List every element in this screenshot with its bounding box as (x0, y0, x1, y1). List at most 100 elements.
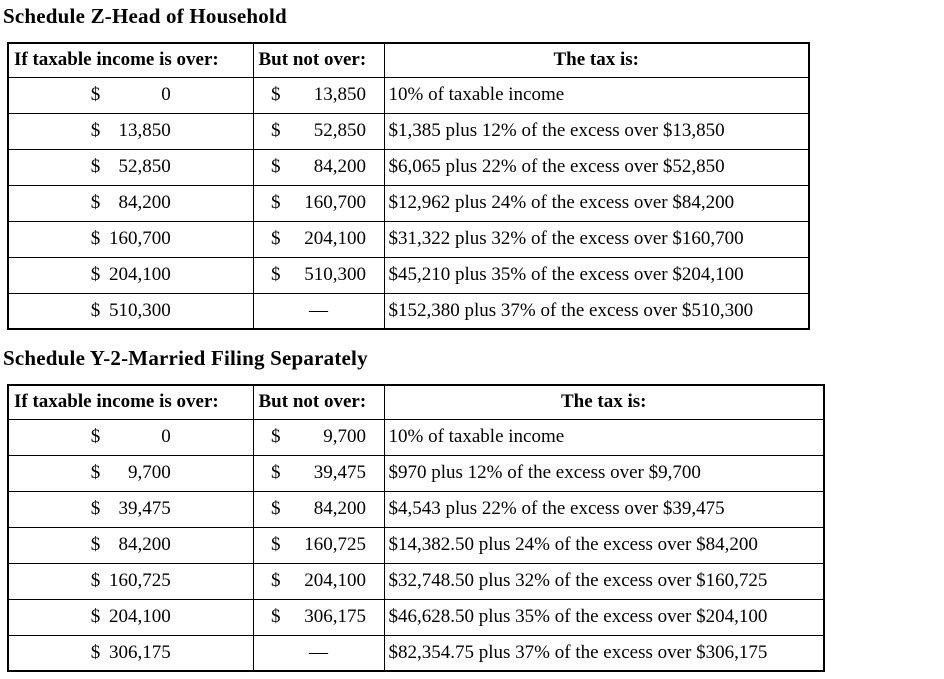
cell-not-over: $204,100 (252, 220, 385, 258)
currency-symbol: $ (90, 570, 101, 592)
amount: 84,200 (118, 534, 171, 556)
header-but-not-over: But not over: (252, 384, 385, 420)
currency-symbol: $ (90, 228, 101, 250)
cell-over: $306,175 (7, 634, 254, 672)
cell-tax: $31,322 plus 32% of the excess over $160… (383, 220, 810, 258)
currency-symbol: $ (271, 192, 281, 214)
cell-not-over: — (252, 292, 385, 330)
no-upper-limit-dash: — (309, 641, 328, 663)
amount: 306,175 (304, 606, 366, 628)
table-row: $160,700 $204,100 $31,322 plus 32% of th… (7, 220, 810, 258)
amount: 9,700 (128, 462, 171, 484)
header-if-taxable-income-over: If taxable income is over: (7, 42, 254, 78)
cell-not-over: $13,850 (252, 76, 385, 114)
currency-symbol: $ (271, 120, 281, 142)
cell-not-over: $84,200 (252, 148, 385, 186)
amount: 306,175 (109, 642, 171, 664)
table-row: $204,100 $510,300 $45,210 plus 35% of th… (7, 256, 810, 294)
amount: 84,200 (313, 156, 366, 178)
currency-symbol: $ (271, 570, 281, 592)
currency-symbol: $ (90, 606, 101, 628)
amount: 204,100 (109, 606, 171, 628)
cell-not-over: $306,175 (252, 598, 385, 636)
no-upper-limit-dash: — (309, 299, 328, 321)
table-header-row: If taxable income is over: But not over:… (7, 384, 825, 420)
currency-symbol: $ (90, 192, 101, 214)
currency-symbol: $ (271, 606, 281, 628)
header-but-not-over: But not over: (252, 42, 385, 78)
cell-over: $0 (7, 76, 254, 114)
cell-tax: 10% of taxable income (383, 76, 810, 114)
cell-tax: $970 plus 12% of the excess over $9,700 (383, 454, 825, 492)
cell-tax: $12,962 plus 24% of the excess over $84,… (383, 184, 810, 222)
cell-not-over: $39,475 (252, 454, 385, 492)
schedule-z-table: If taxable income is over: But not over:… (7, 42, 810, 330)
table-row: $204,100 $306,175 $46,628.50 plus 35% of… (7, 598, 825, 636)
table-row: $9,700 $39,475 $970 plus 12% of the exce… (7, 454, 825, 492)
cell-tax: $82,354.75 plus 37% of the excess over $… (383, 634, 825, 672)
amount: 204,100 (304, 228, 366, 250)
cell-tax: $46,628.50 plus 35% of the excess over $… (383, 598, 825, 636)
cell-not-over: $160,700 (252, 184, 385, 222)
cell-over: $204,100 (7, 598, 254, 636)
table-row: $0 $13,850 10% of taxable income (7, 76, 810, 114)
cell-tax: $152,380 plus 37% of the excess over $51… (383, 292, 810, 330)
amount: 52,850 (118, 156, 171, 178)
amount: 160,725 (109, 570, 171, 592)
table-header-row: If taxable income is over: But not over:… (7, 42, 810, 78)
cell-over: $84,200 (7, 526, 254, 564)
cell-tax: $32,748.50 plus 32% of the excess over $… (383, 562, 825, 600)
currency-symbol: $ (90, 642, 101, 664)
currency-symbol: $ (90, 426, 101, 448)
amount: 510,300 (109, 300, 171, 322)
cell-over: $84,200 (7, 184, 254, 222)
amount: 204,100 (304, 570, 366, 592)
currency-symbol: $ (271, 228, 281, 250)
currency-symbol: $ (90, 534, 101, 556)
cell-not-over: $204,100 (252, 562, 385, 600)
table-row: $510,300 — $152,380 plus 37% of the exce… (7, 292, 810, 330)
table-row: $0 $9,700 10% of taxable income (7, 418, 825, 456)
cell-tax: $1,385 plus 12% of the excess over $13,8… (383, 112, 810, 150)
table-row: $160,725 $204,100 $32,748.50 plus 32% of… (7, 562, 825, 600)
table-row: $84,200 $160,700 $12,962 plus 24% of the… (7, 184, 810, 222)
currency-symbol: $ (271, 462, 281, 484)
cell-over: $39,475 (7, 490, 254, 528)
cell-not-over: — (252, 634, 385, 672)
amount: 160,700 (304, 192, 366, 214)
cell-not-over: $160,725 (252, 526, 385, 564)
table-row: $39,475 $84,200 $4,543 plus 22% of the e… (7, 490, 825, 528)
header-the-tax-is: The tax is: (383, 42, 810, 78)
cell-over: $9,700 (7, 454, 254, 492)
cell-over: $204,100 (7, 256, 254, 294)
amount: 510,300 (304, 264, 366, 286)
schedule-z-title: Schedule Z-Head of Household (3, 4, 287, 28)
amount: 84,200 (118, 192, 171, 214)
amount: 13,850 (118, 120, 171, 142)
table-row: $13,850 $52,850 $1,385 plus 12% of the e… (7, 112, 810, 150)
cell-not-over: $52,850 (252, 112, 385, 150)
header-the-tax-is: The tax is: (383, 384, 825, 420)
currency-symbol: $ (90, 498, 101, 520)
header-if-taxable-income-over: If taxable income is over: (7, 384, 254, 420)
amount: 160,700 (109, 228, 171, 250)
table-row: $52,850 $84,200 $6,065 plus 22% of the e… (7, 148, 810, 186)
amount: 84,200 (313, 498, 366, 520)
cell-tax: $6,065 plus 22% of the excess over $52,8… (383, 148, 810, 186)
currency-symbol: $ (271, 264, 281, 286)
amount: 9,700 (323, 426, 366, 448)
currency-symbol: $ (90, 264, 101, 286)
cell-tax: $14,382.50 plus 24% of the excess over $… (383, 526, 825, 564)
currency-symbol: $ (271, 534, 281, 556)
table-row: $306,175 — $82,354.75 plus 37% of the ex… (7, 634, 825, 672)
cell-over: $160,725 (7, 562, 254, 600)
currency-symbol: $ (90, 462, 101, 484)
currency-symbol: $ (271, 498, 281, 520)
currency-symbol: $ (271, 426, 281, 448)
schedule-y2-title: Schedule Y-2-Married Filing Separately (3, 346, 368, 370)
amount: 52,850 (313, 120, 366, 142)
cell-over: $52,850 (7, 148, 254, 186)
amount: 160,725 (304, 534, 366, 556)
cell-over: $13,850 (7, 112, 254, 150)
